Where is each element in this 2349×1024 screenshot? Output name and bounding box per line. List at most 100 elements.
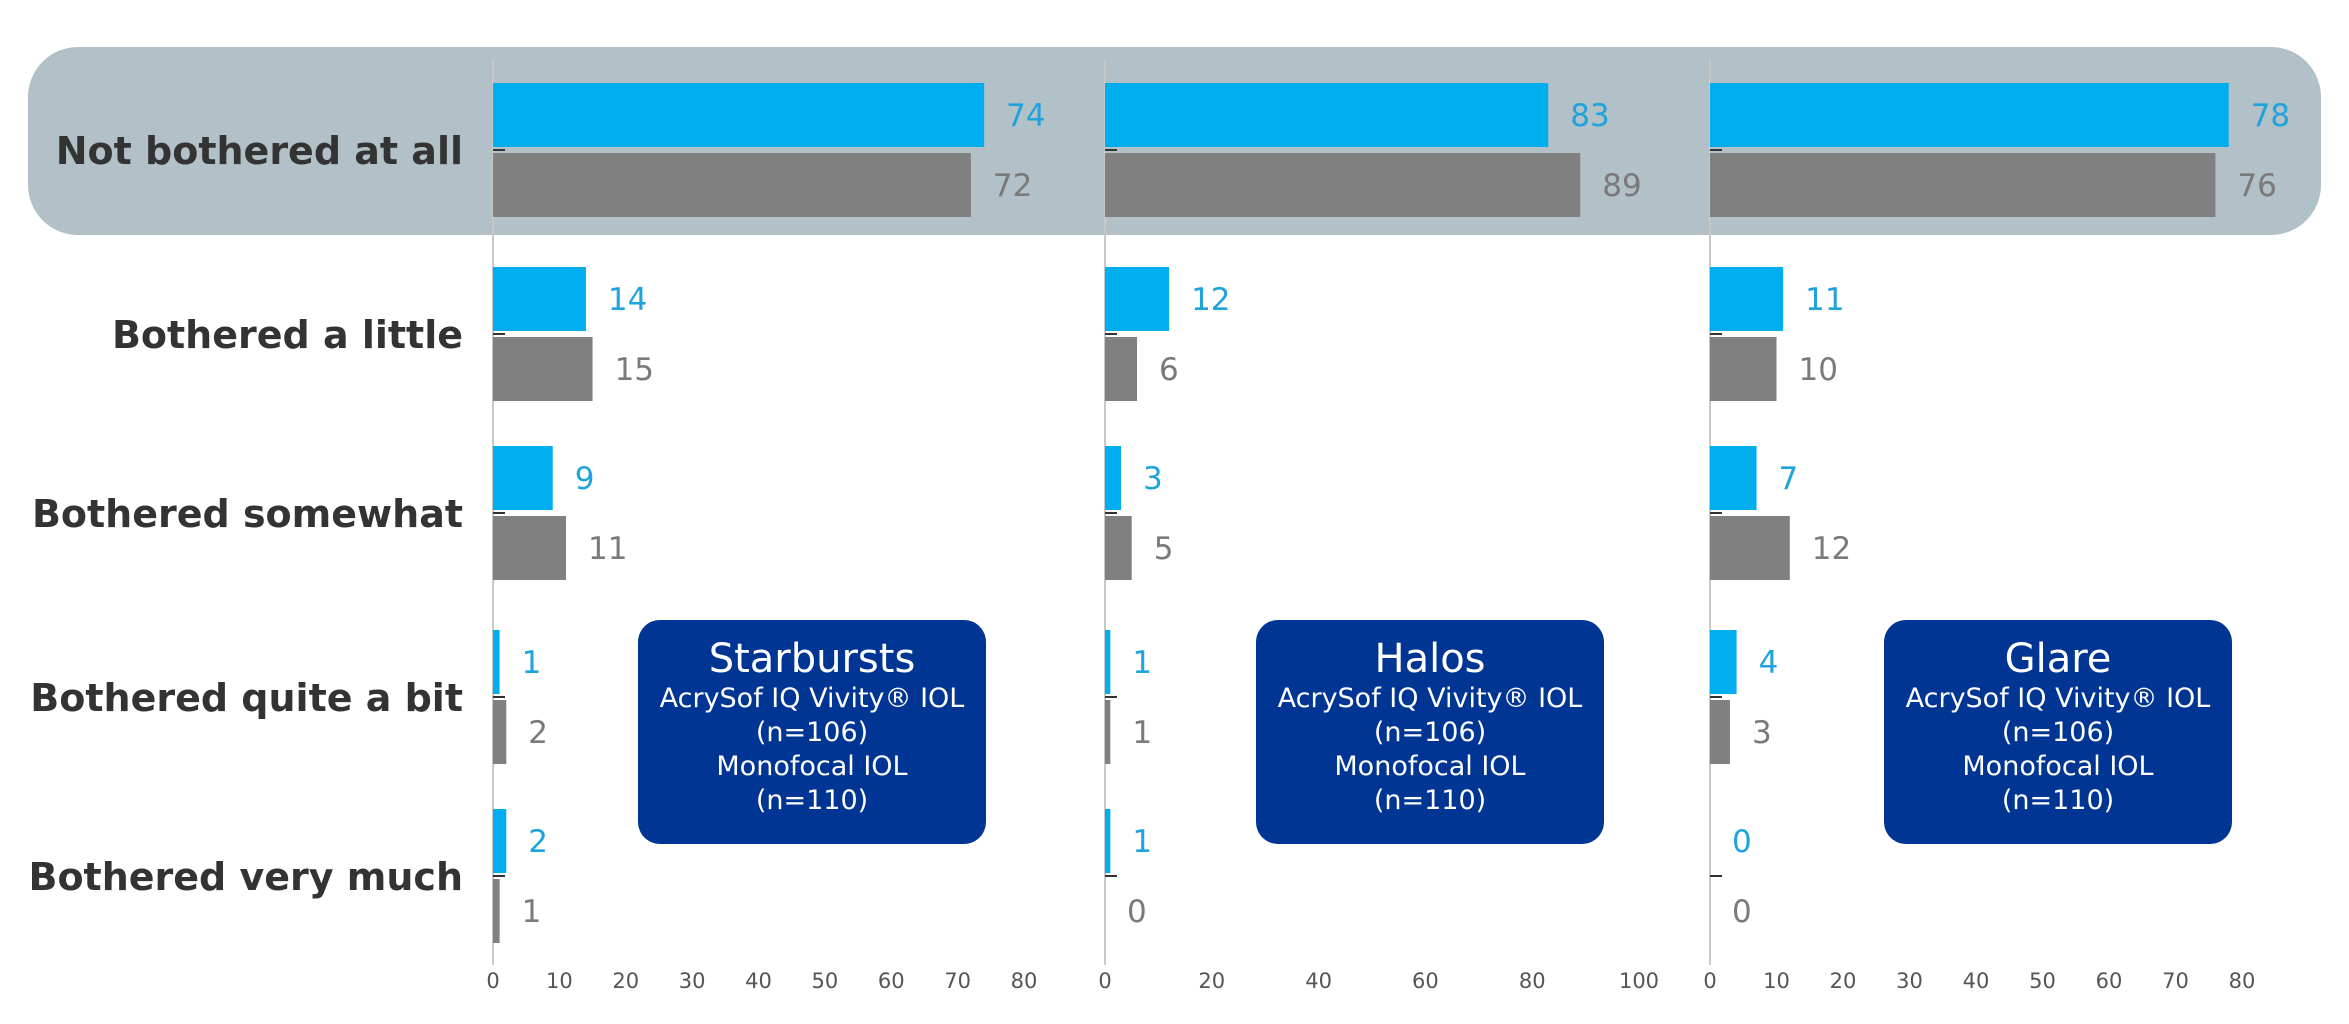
x-tick-label: 0 xyxy=(1703,969,1716,993)
bar-monofocal xyxy=(1105,700,1111,764)
data-label-vivity: 1 xyxy=(1132,824,1152,860)
x-tick-label: 10 xyxy=(546,969,573,993)
bar-vivity xyxy=(1710,446,1757,510)
legend-line: Monofocal IOL xyxy=(1334,751,1526,782)
panel-title: Halos xyxy=(1374,636,1486,682)
data-label-monofocal: 11 xyxy=(588,531,627,567)
legend-line: Monofocal IOL xyxy=(716,751,908,782)
x-tick-label: 70 xyxy=(944,969,971,993)
category-label: Bothered quite a bit xyxy=(30,676,463,720)
data-label-vivity: 83 xyxy=(1570,98,1609,134)
data-label-monofocal: 1 xyxy=(522,894,542,930)
data-label-vivity: 11 xyxy=(1805,282,1844,318)
data-label-vivity: 78 xyxy=(2251,98,2290,134)
x-tick-label: 80 xyxy=(1519,969,1546,993)
bar-monofocal xyxy=(1105,153,1581,217)
data-label-vivity: 1 xyxy=(522,645,542,681)
x-tick-label: 60 xyxy=(878,969,905,993)
bar-monofocal xyxy=(1710,153,2216,217)
bar-vivity xyxy=(1105,809,1111,873)
x-tick-label: 70 xyxy=(2162,969,2189,993)
bar-vivity xyxy=(493,630,500,694)
x-tick-label: 40 xyxy=(1963,969,1990,993)
category-label: Not bothered at all xyxy=(56,129,463,173)
bar-monofocal xyxy=(493,700,507,764)
bar-vivity xyxy=(493,267,586,331)
bar-vivity xyxy=(493,83,985,147)
legend-line: AcrySof IQ Vivity® IOL xyxy=(1905,683,2211,714)
data-label-monofocal: 0 xyxy=(1127,894,1147,930)
data-label-monofocal: 89 xyxy=(1602,168,1641,204)
data-label-vivity: 2 xyxy=(528,824,548,860)
x-tick-label: 20 xyxy=(1830,969,1857,993)
bar-monofocal xyxy=(493,337,593,401)
x-tick-label: 0 xyxy=(486,969,499,993)
x-tick-label: 30 xyxy=(679,969,706,993)
bar-vivity xyxy=(1710,83,2229,147)
bar-vivity xyxy=(493,809,507,873)
data-label-monofocal: 76 xyxy=(2237,168,2276,204)
x-tick-label: 80 xyxy=(1011,969,1038,993)
bar-vivity xyxy=(493,446,553,510)
legend-box: Glare AcrySof IQ Vivity® IOL (n=106) Monofo… xyxy=(1884,620,2232,844)
bar-monofocal xyxy=(1710,516,1790,580)
x-tick-label: 20 xyxy=(612,969,639,993)
data-label-vivity: 4 xyxy=(1759,645,1779,681)
bar-vivity xyxy=(1105,446,1122,510)
data-label-monofocal: 10 xyxy=(1799,352,1838,388)
category-label: Bothered a little xyxy=(112,313,463,357)
category-label: Bothered very much xyxy=(28,855,463,899)
data-label-vivity: 74 xyxy=(1006,98,1045,134)
bar-vivity xyxy=(1105,267,1170,331)
data-label-vivity: 9 xyxy=(575,461,595,497)
data-label-monofocal: 72 xyxy=(993,168,1032,204)
x-tick-label: 50 xyxy=(812,969,839,993)
panel-title: Glare xyxy=(2004,636,2112,682)
data-label-vivity: 12 xyxy=(1191,282,1230,318)
data-label-monofocal: 1 xyxy=(1132,715,1152,751)
legend-line: Monofocal IOL xyxy=(1962,751,2154,782)
legend-line: AcrySof IQ Vivity® IOL xyxy=(1277,683,1583,714)
bar-monofocal xyxy=(493,516,567,580)
bar-vivity xyxy=(1105,83,1549,147)
panel-title: Starbursts xyxy=(708,636,916,682)
bar-monofocal xyxy=(1710,700,1730,764)
bar-vivity xyxy=(1105,630,1111,694)
legend-box: Starbursts AcrySof IQ Vivity® IOL (n=106) M… xyxy=(638,620,986,844)
data-label-vivity: 0 xyxy=(1732,824,1752,860)
x-tick-label: 40 xyxy=(745,969,772,993)
x-tick-label: 40 xyxy=(1305,969,1332,993)
data-label-vivity: 7 xyxy=(1779,461,1799,497)
category-label: Bothered somewhat xyxy=(32,492,463,536)
legend-line: (n=110) xyxy=(755,785,869,816)
data-label-monofocal: 6 xyxy=(1159,352,1179,388)
legend-line: (n=110) xyxy=(1373,785,1487,816)
bar-monofocal xyxy=(1105,516,1132,580)
data-label-vivity: 3 xyxy=(1143,461,1163,497)
x-tick-label: 80 xyxy=(2229,969,2256,993)
legend-line: (n=106) xyxy=(1373,717,1487,748)
legend-line: (n=106) xyxy=(755,717,869,748)
bar-vivity xyxy=(1710,267,1784,331)
data-label-vivity: 14 xyxy=(608,282,647,318)
data-label-monofocal: 12 xyxy=(1812,531,1851,567)
x-tick-label: 20 xyxy=(1198,969,1225,993)
data-label-monofocal: 2 xyxy=(528,715,548,751)
data-label-monofocal: 5 xyxy=(1154,531,1174,567)
x-tick-label: 60 xyxy=(2096,969,2123,993)
bar-monofocal xyxy=(493,879,500,943)
bar-monofocal xyxy=(1710,337,1777,401)
legend-line: (n=106) xyxy=(2001,717,2115,748)
bar-vivity xyxy=(1710,630,1737,694)
legend-line: AcrySof IQ Vivity® IOL xyxy=(659,683,965,714)
data-label-monofocal: 15 xyxy=(615,352,654,388)
data-label-monofocal: 3 xyxy=(1752,715,1772,751)
data-label-monofocal: 0 xyxy=(1732,894,1752,930)
legend-line: (n=110) xyxy=(2001,785,2115,816)
legend-box: Halos AcrySof IQ Vivity® IOL (n=106) Monofo… xyxy=(1256,620,1604,844)
x-tick-label: 0 xyxy=(1098,969,1111,993)
bar-monofocal xyxy=(493,153,971,217)
x-tick-label: 100 xyxy=(1619,969,1659,993)
x-tick-label: 50 xyxy=(2029,969,2056,993)
